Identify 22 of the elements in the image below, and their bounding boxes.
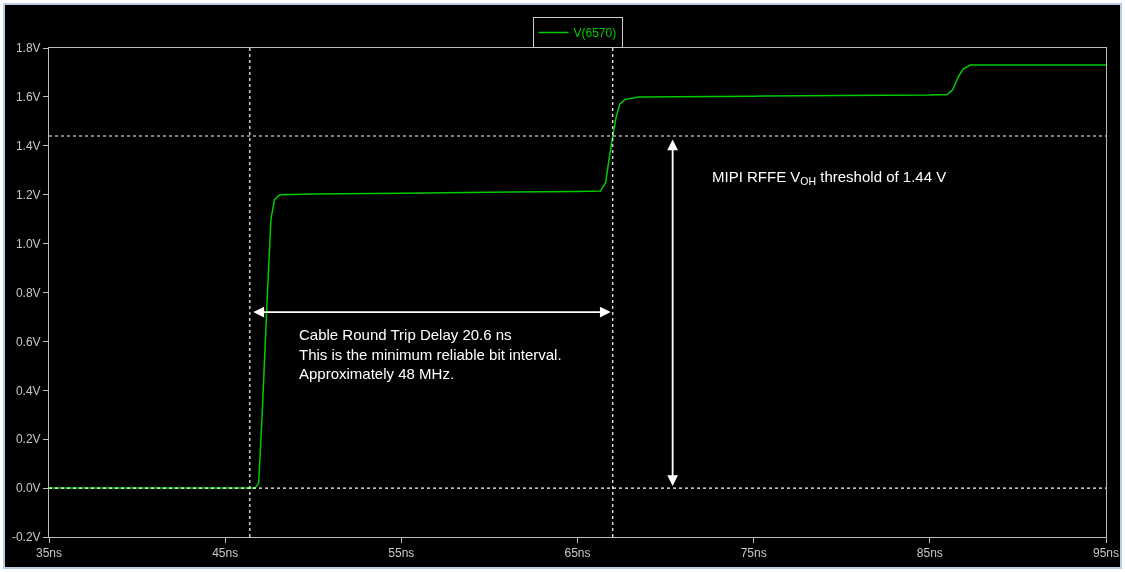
legend-label: V(6570) (573, 26, 617, 41)
y-tick-label: -0.2V (11, 530, 41, 545)
y-tick-label: 0.4V (15, 383, 41, 398)
x-tick-label: 95ns (1092, 546, 1120, 561)
x-tick-label: 35ns (35, 546, 63, 561)
y-tick-label: 1.0V (15, 236, 41, 251)
x-tick-label: 65ns (564, 546, 591, 561)
x-tick-label: 45ns (212, 546, 239, 561)
x-tick-label: 55ns (388, 546, 415, 561)
y-tick-label: 0.0V (15, 481, 41, 496)
x-tick-label: 85ns (916, 546, 943, 561)
y-tick-label: 1.4V (15, 139, 41, 153)
y-tick-label: 0.6V (15, 334, 41, 349)
y-tick-label: 1.6V (15, 90, 41, 105)
y-tick-label: 0.8V (15, 285, 41, 300)
y-tick-label: 1.2V (15, 187, 41, 202)
annotation: MIPI RFFE V$_{OH}$ threshold of 1.44 V (712, 168, 947, 188)
y-tick-label: 1.8V (15, 41, 41, 56)
x-tick-label: 75ns (740, 546, 767, 561)
line-series (49, 64, 1106, 489)
y-tick-label: 0.2V (15, 432, 41, 447)
annotation: Cable Round Trip Delay 20.6 ns This is the minimum reliable bit interval. Approximately 48 MHz. (299, 326, 562, 382)
